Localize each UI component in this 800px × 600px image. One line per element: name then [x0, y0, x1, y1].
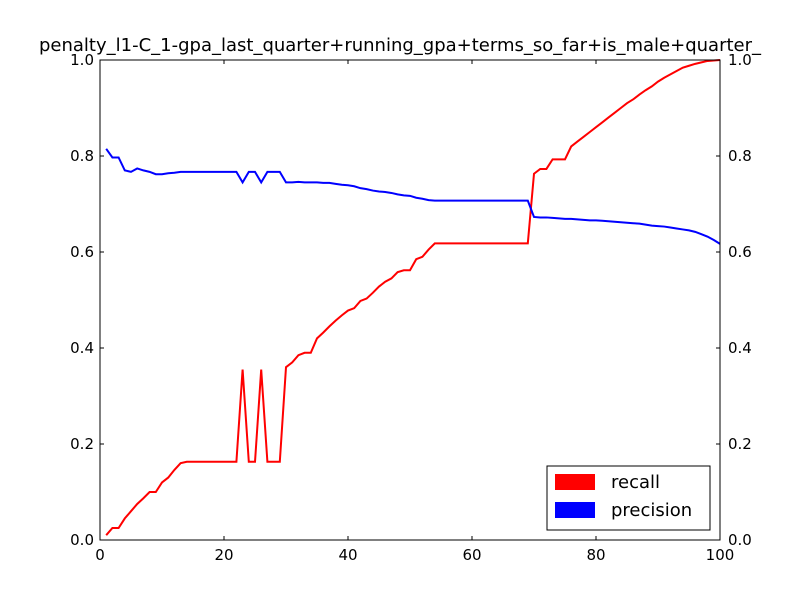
y-left-tick-label: 1.0 — [70, 51, 94, 69]
axis-ticks: 0 20 40 60 80 1000.00.20.40.60.81.00.00.20.40… — [70, 51, 752, 564]
y-left-tick-label: 0.0 — [70, 531, 94, 549]
y-left-tick-label: 0.4 — [70, 339, 94, 357]
precision-line — [105, 148, 721, 245]
y-right-tick-label: 0.6 — [728, 243, 752, 261]
series-lines — [105, 59, 721, 536]
y-left-tick-label: 0.6 — [70, 243, 94, 261]
legend: recall precision — [546, 465, 711, 531]
y-left-tick-label: 0.2 — [70, 435, 94, 453]
y-right-tick-label: 0.0 — [728, 531, 752, 549]
y-right-tick-label: 0.2 — [728, 435, 752, 453]
y-right-tick-label: 0.8 — [728, 147, 752, 165]
legend-swatch-precision — [555, 502, 595, 518]
x-tick-label: 60 — [462, 546, 481, 564]
y-right-tick-label: 1.0 — [728, 51, 752, 69]
x-tick-label: 80 — [586, 546, 605, 564]
x-tick-label: 100 — [706, 546, 735, 564]
x-tick-label: 40 — [338, 546, 357, 564]
plot-frame — [99, 59, 721, 541]
x-tick-label: 20 — [214, 546, 233, 564]
legend-label-precision: precision — [611, 500, 692, 521]
legend-swatch-recall — [555, 474, 595, 490]
legend-label-recall: recall — [611, 472, 660, 493]
y-left-tick-label: 0.8 — [70, 147, 94, 165]
recall-line — [105, 59, 721, 536]
y-right-tick-label: 0.4 — [728, 339, 752, 357]
x-tick-label: 0 — [95, 546, 105, 564]
chart-title: penalty_l1-C_1-gpa_last_quarter+running_… — [39, 35, 762, 56]
